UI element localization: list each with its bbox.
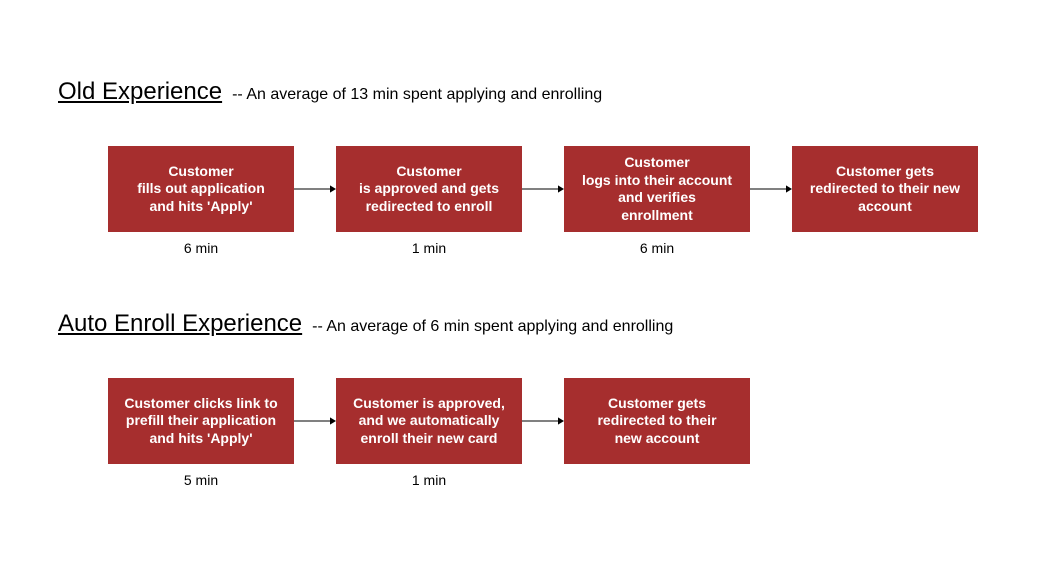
old-step-0-time: 6 min (184, 240, 218, 256)
auto-step-2: Customer getsredirected to theirnew acco… (564, 378, 750, 472)
auto-header: Auto Enroll Experience -- An average of … (58, 310, 988, 338)
old-flow-row: Customerfills out applicationand hits 'A… (58, 146, 988, 256)
old-step-3-box: Customer getsredirected to their newacco… (792, 146, 978, 232)
old-step-2: Customerlogs into their accountand verif… (564, 146, 750, 256)
auto-title: Auto Enroll Experience (58, 310, 302, 338)
auto-step-1: Customer is approved,and we automaticall… (336, 378, 522, 488)
auto-flow-row: Customer clicks link toprefill their app… (58, 378, 988, 488)
auto-step-1-box: Customer is approved,and we automaticall… (336, 378, 522, 464)
auto-step-0-time: 5 min (184, 472, 218, 488)
auto-subtitle: -- An average of 6 min spent applying an… (312, 318, 673, 336)
old-step-2-time: 6 min (640, 240, 674, 256)
auto-arrow-0 (294, 378, 336, 464)
old-step-1: Customeris approved and getsredirected t… (336, 146, 522, 256)
old-step-1-box: Customeris approved and getsredirected t… (336, 146, 522, 232)
old-arrow-2 (750, 146, 792, 232)
old-step-3: Customer getsredirected to their newacco… (792, 146, 978, 240)
old-step-0-box: Customerfills out applicationand hits 'A… (108, 146, 294, 232)
old-step-0: Customerfills out applicationand hits 'A… (108, 146, 294, 256)
auto-step-2-box: Customer getsredirected to theirnew acco… (564, 378, 750, 464)
old-step-1-time: 1 min (412, 240, 446, 256)
old-experience-section: Old Experience -- An average of 13 min s… (58, 78, 988, 256)
old-arrow-0 (294, 146, 336, 232)
old-header: Old Experience -- An average of 13 min s… (58, 78, 988, 106)
auto-step-0: Customer clicks link toprefill their app… (108, 378, 294, 488)
old-subtitle: -- An average of 13 min spent applying a… (232, 86, 602, 104)
auto-step-1-time: 1 min (412, 472, 446, 488)
old-arrow-1 (522, 146, 564, 232)
old-title: Old Experience (58, 78, 222, 106)
old-step-2-box: Customerlogs into their accountand verif… (564, 146, 750, 232)
auto-experience-section: Auto Enroll Experience -- An average of … (58, 310, 988, 488)
auto-arrow-1 (522, 378, 564, 464)
auto-step-0-box: Customer clicks link toprefill their app… (108, 378, 294, 464)
